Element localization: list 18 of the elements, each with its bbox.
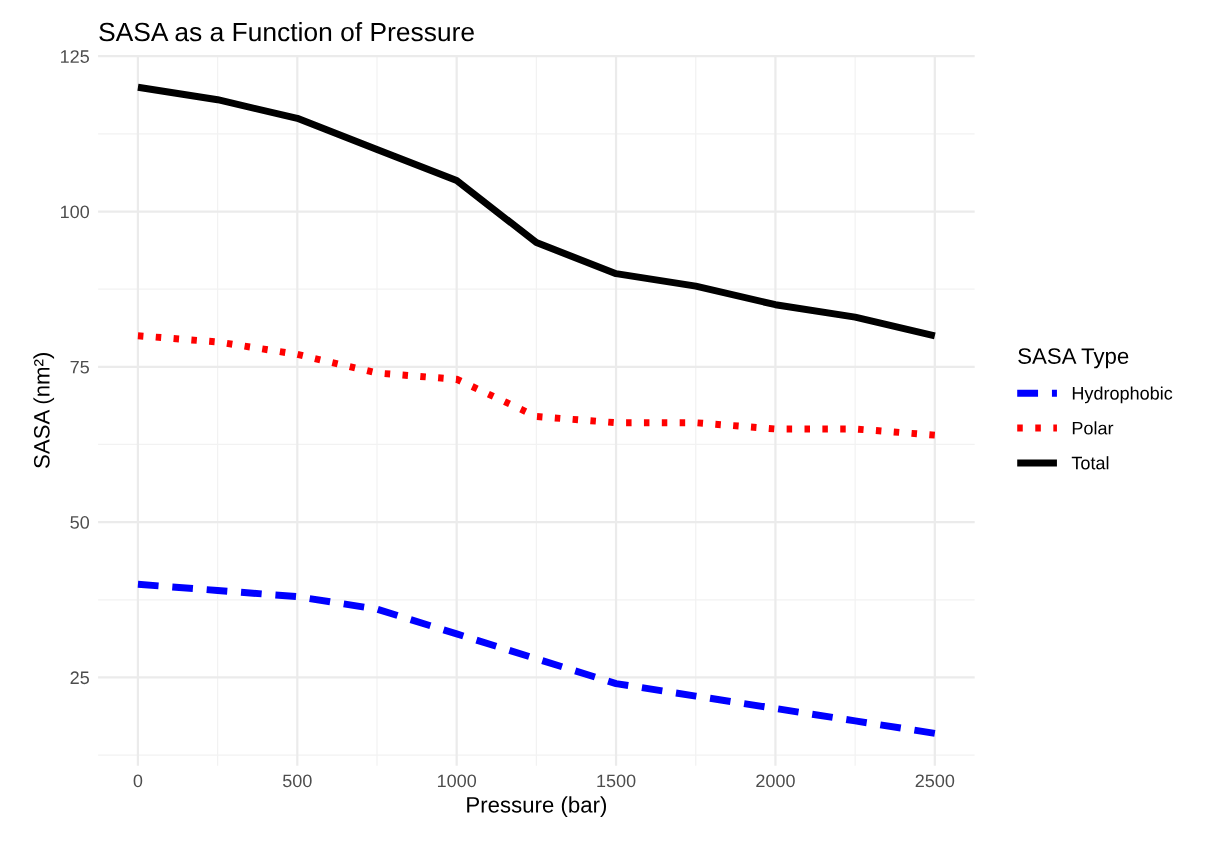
legend-label: Hydrophobic — [1072, 386, 1173, 404]
x-tick-label: 500 — [282, 774, 312, 788]
chart-title: SASA as a Function of Pressure — [99, 21, 474, 42]
y-tick-label: 125 — [61, 50, 89, 63]
legend-title: SASA Type — [1018, 348, 1129, 369]
y-tick-label: 50 — [70, 516, 90, 529]
x-tick-label: 1000 — [437, 774, 477, 788]
x-tick-label: 2500 — [915, 774, 955, 788]
legend-label: Total — [1071, 456, 1109, 470]
y-axis-title: SASA (nm²) — [33, 353, 55, 468]
x-tick-label: 1500 — [597, 774, 636, 788]
x-axis-title: Pressure (bar) — [467, 796, 607, 818]
y-tick-label: 25 — [70, 671, 89, 685]
x-tick-label: 0 — [133, 774, 143, 788]
legend-label: Polar — [1072, 421, 1114, 435]
y-tick-label: 100 — [61, 205, 90, 219]
y-tick-label: 75 — [70, 360, 89, 374]
x-tick-label: 2000 — [756, 774, 795, 788]
